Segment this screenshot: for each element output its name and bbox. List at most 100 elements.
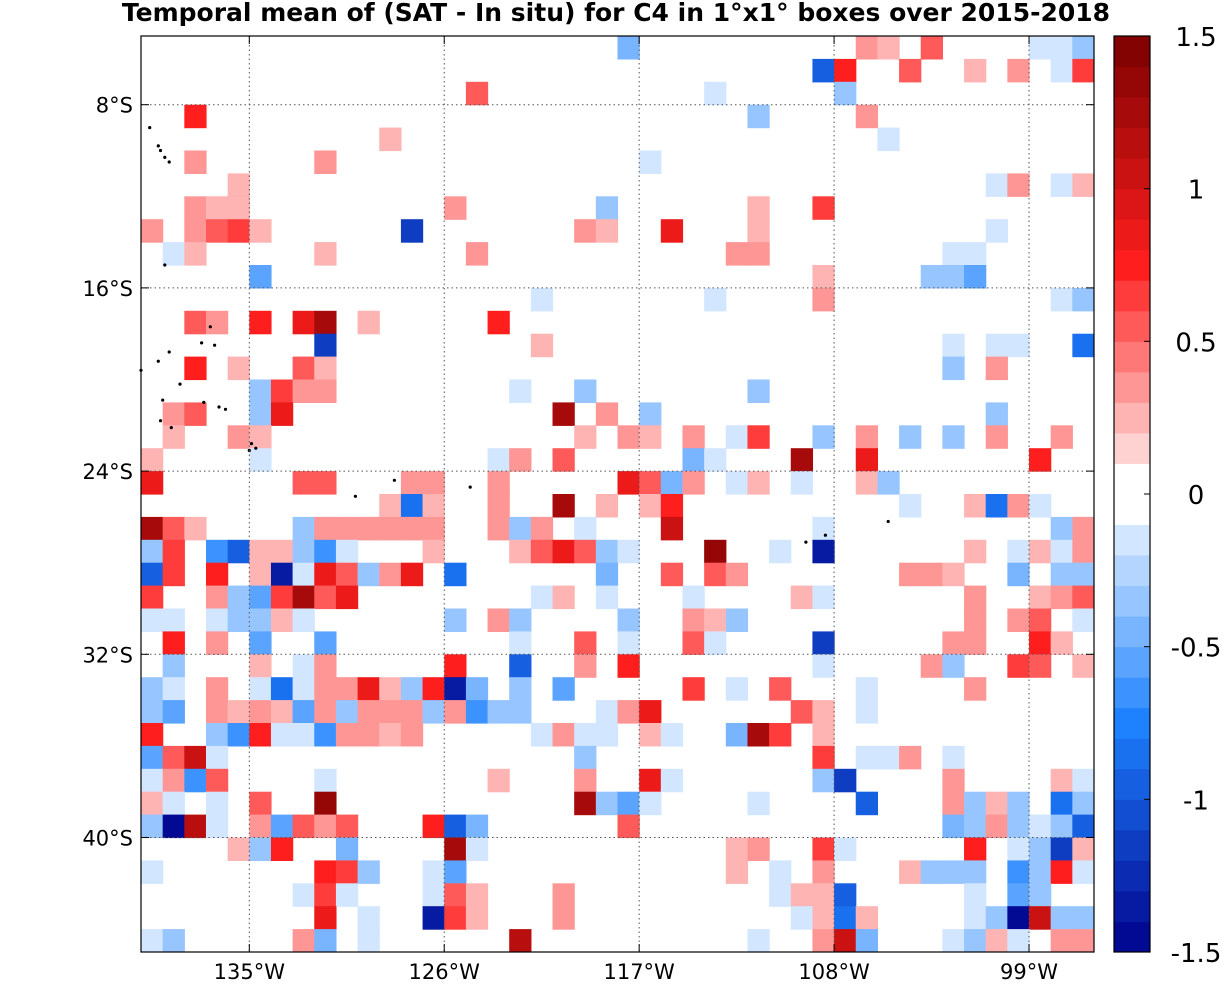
island-mark bbox=[167, 160, 171, 164]
heatmap-cell bbox=[422, 906, 445, 930]
heatmap-cell bbox=[227, 608, 250, 632]
heatmap-cell bbox=[205, 631, 229, 655]
heatmap-cell bbox=[1072, 36, 1094, 60]
heatmap-cell bbox=[574, 379, 597, 403]
colorbar-segment bbox=[1114, 280, 1150, 312]
colorbar-segment bbox=[1114, 555, 1150, 587]
heatmap-cell bbox=[249, 837, 272, 861]
heatmap-cell bbox=[1029, 36, 1052, 60]
heatmap-cell bbox=[595, 196, 619, 220]
heatmap-cell bbox=[249, 310, 272, 335]
heatmap-cell bbox=[314, 356, 337, 381]
heatmap-cell bbox=[1007, 860, 1030, 884]
heatmap-cell bbox=[964, 814, 987, 839]
colorbar-segment bbox=[1114, 768, 1150, 800]
x-tick-label: 135°W bbox=[214, 960, 286, 984]
heatmap-cell bbox=[942, 356, 965, 381]
heatmap-cell bbox=[1007, 173, 1030, 197]
heatmap-cell bbox=[1072, 539, 1094, 564]
heatmap-cell bbox=[465, 700, 489, 724]
heatmap-cell bbox=[552, 402, 575, 426]
heatmap-cell bbox=[725, 860, 749, 884]
colorbar-segment bbox=[1114, 432, 1150, 464]
heatmap-cell bbox=[379, 723, 402, 747]
heatmap-cell bbox=[964, 265, 987, 289]
heatmap-cell bbox=[249, 448, 272, 472]
heatmap-cell bbox=[682, 425, 705, 449]
heatmap-cell bbox=[899, 952, 921, 976]
heatmap-cell bbox=[1007, 494, 1030, 518]
heatmap-cell bbox=[1072, 585, 1094, 610]
heatmap-cell bbox=[812, 768, 835, 793]
y-tick-label: 16°S bbox=[82, 277, 133, 301]
heatmap-cell bbox=[899, 860, 922, 884]
land-islands bbox=[139, 126, 890, 544]
heatmap-cell bbox=[855, 425, 879, 449]
heatmap-cell bbox=[1007, 929, 1030, 952]
heatmap-cell bbox=[314, 333, 337, 358]
heatmap-cell bbox=[422, 677, 445, 701]
heatmap-cell bbox=[812, 883, 835, 907]
heatmap-cell bbox=[205, 700, 229, 724]
heatmap-cell bbox=[942, 745, 965, 770]
heatmap-cell bbox=[1029, 837, 1052, 861]
heatmap-cell bbox=[855, 929, 879, 952]
heatmap-cell bbox=[942, 265, 965, 289]
heatmap-cell bbox=[964, 677, 987, 701]
heatmap-cell bbox=[249, 265, 272, 289]
heatmap-cell bbox=[141, 448, 164, 472]
heatmap-cell bbox=[985, 906, 1008, 930]
heatmap-cell bbox=[660, 562, 684, 587]
heatmap-cell bbox=[660, 723, 684, 747]
axes-frame bbox=[140, 35, 1095, 953]
heatmap-cell bbox=[812, 585, 835, 610]
heatmap-cell bbox=[379, 700, 402, 724]
heatmap-cell bbox=[812, 906, 835, 930]
heatmap-cell bbox=[985, 929, 1008, 952]
colorbar-segment bbox=[1114, 249, 1150, 281]
heatmap-cell bbox=[162, 768, 185, 793]
heatmap-cell bbox=[1050, 791, 1073, 816]
heatmap-cell bbox=[270, 837, 294, 861]
heatmap-cell bbox=[162, 814, 185, 839]
heatmap-cell bbox=[595, 585, 619, 610]
heatmap-cell bbox=[812, 654, 835, 678]
heatmap-cell bbox=[855, 700, 879, 724]
island-mark bbox=[254, 446, 258, 450]
heatmap-cell bbox=[1072, 608, 1094, 632]
heatmap-cell bbox=[422, 814, 445, 839]
heatmap-cell bbox=[141, 608, 164, 632]
heatmap-cell bbox=[335, 700, 359, 724]
heatmap-cell bbox=[205, 608, 229, 632]
island-mark bbox=[163, 155, 167, 159]
y-tick-label: 24°S bbox=[82, 460, 133, 484]
heatmap-cell bbox=[141, 219, 164, 243]
heatmap-cell bbox=[292, 585, 315, 610]
heatmap-cell bbox=[1072, 952, 1094, 976]
heatmap-cell bbox=[509, 929, 532, 952]
heatmap-cell bbox=[855, 36, 879, 60]
heatmap-cell bbox=[487, 471, 510, 495]
heatmap-cell bbox=[985, 402, 1008, 426]
heatmap-cell bbox=[270, 585, 294, 610]
heatmap-cell bbox=[834, 58, 857, 83]
heatmap-cell bbox=[855, 791, 879, 816]
heatmap-cell bbox=[292, 883, 315, 907]
heatmap-cell bbox=[227, 723, 250, 747]
heatmap-cell bbox=[422, 539, 445, 564]
heatmap-cell bbox=[834, 837, 857, 861]
heatmap-cell bbox=[834, 883, 857, 907]
heatmap-cell bbox=[400, 494, 424, 518]
heatmap-cell bbox=[270, 562, 294, 587]
heatmap-cell bbox=[725, 562, 749, 587]
heatmap-cell bbox=[184, 814, 207, 839]
heatmap-cell bbox=[335, 883, 359, 907]
heatmap-cell bbox=[639, 768, 662, 793]
heatmap-cell bbox=[530, 287, 554, 312]
heatmap-cell bbox=[444, 608, 467, 632]
heatmap-cell bbox=[314, 310, 337, 335]
x-tick-label: 117°W bbox=[603, 960, 675, 984]
heatmap-cell bbox=[1050, 585, 1073, 610]
heatmap-cell bbox=[162, 700, 185, 724]
heatmap-cell bbox=[704, 81, 727, 106]
